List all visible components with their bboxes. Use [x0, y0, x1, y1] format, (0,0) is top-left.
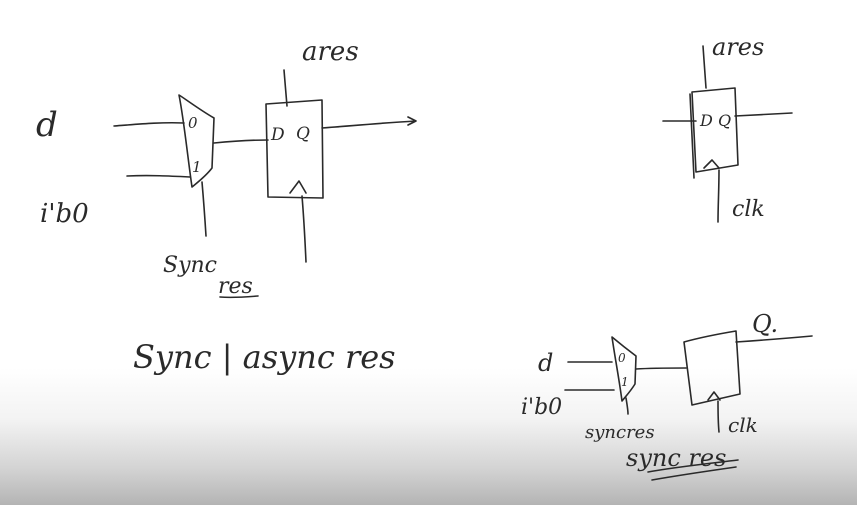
- q-output-arrow: [321, 116, 417, 129]
- right-top-circuit: ares D Q clk: [662, 33, 793, 223]
- wire-d-to-mux: [113, 121, 185, 127]
- res-underline: [219, 295, 259, 299]
- clk-line: [717, 169, 720, 223]
- caption-sync-async: Sync | async res: [133, 338, 396, 376]
- ff-d-pin: D: [699, 111, 713, 130]
- clock-triangle: [703, 159, 720, 169]
- label-syncres: syncres: [585, 422, 655, 443]
- wire-mux-to-ff: [635, 367, 687, 370]
- ff-d-pin: D: [270, 125, 285, 145]
- clock-line: [301, 195, 307, 263]
- caption-underline: [647, 459, 739, 481]
- label-ares: ares: [302, 37, 359, 67]
- mux-select-line: [625, 397, 629, 415]
- ff-q-pin: Q: [718, 111, 731, 130]
- mux: [611, 336, 637, 402]
- q-output-wire: [734, 112, 793, 117]
- label-sync: Sync: [163, 253, 217, 278]
- right-bottom-circuit: d i'b0 0 1 syncres clk Q. sync res: [521, 310, 813, 481]
- mux-input-0: 0: [188, 114, 198, 132]
- ff-q-pin: Q: [296, 124, 310, 144]
- clock-triangle: [289, 180, 307, 194]
- left-circuit: d i'b0 0 1 D Q ares Sync res Sync | asyn…: [36, 37, 417, 376]
- mux: [178, 94, 215, 188]
- clock-triangle: [707, 391, 721, 401]
- mux-input-1: 1: [621, 375, 629, 389]
- label-clk: clk: [732, 197, 765, 222]
- wire-ib0-to-mux: [126, 174, 191, 178]
- label-clk: clk: [728, 413, 758, 437]
- q-output-wire: [735, 335, 813, 343]
- flip-flop: [683, 330, 741, 406]
- clk-line: [717, 400, 720, 433]
- label-res: res: [218, 274, 253, 299]
- ares-line: [283, 69, 288, 107]
- mux-input-0: 0: [618, 351, 626, 365]
- label-d: d: [538, 349, 553, 377]
- label-d: d: [36, 105, 58, 145]
- wire-mux-to-ff: [213, 139, 269, 144]
- label-i-b0: i'b0: [40, 199, 89, 229]
- label-ares: ares: [712, 33, 764, 61]
- flip-flop: [265, 99, 324, 199]
- mux-input-1: 1: [192, 158, 202, 176]
- label-q: Q.: [752, 310, 778, 338]
- mux-select-line: [201, 181, 207, 237]
- flip-flop-left-edge: [689, 93, 695, 179]
- label-i-b0: i'b0: [521, 395, 562, 420]
- ares-line: [702, 45, 707, 89]
- flip-flop: [691, 87, 739, 173]
